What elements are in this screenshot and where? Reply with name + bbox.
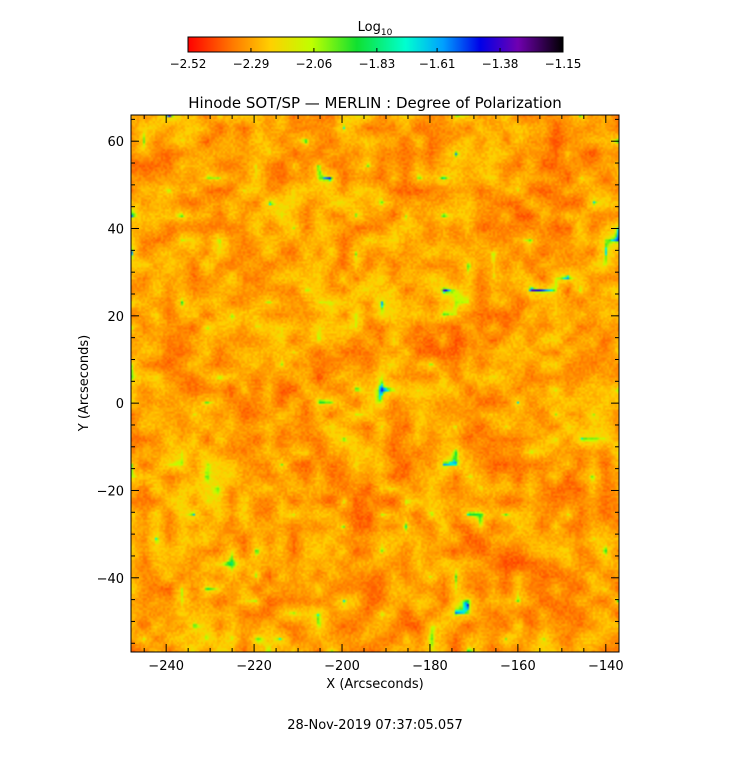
colorbar-label: Log10 xyxy=(358,20,393,38)
colorbar-tick-label: −2.06 xyxy=(296,57,333,71)
x-axis: −240 −220 −200 −180 −160 −140 xyxy=(143,115,624,674)
colorbar-tick-label: −2.29 xyxy=(233,57,270,71)
y-tick-label: −20 xyxy=(97,484,124,499)
colorbar-tick-label: −1.61 xyxy=(419,57,456,71)
x-tick-label: −200 xyxy=(324,659,360,674)
y-tick-label: −40 xyxy=(97,572,124,587)
y-tick-label: 0 xyxy=(116,397,124,412)
x-axis-label: X (Arcseconds) xyxy=(326,677,423,692)
y-tick-label: 40 xyxy=(107,223,124,238)
colorbar-frame xyxy=(187,36,564,53)
y-tick-label: 60 xyxy=(107,135,124,150)
x-tick-label: −220 xyxy=(236,659,272,674)
x-tick-label: −180 xyxy=(412,659,448,674)
colorbar xyxy=(188,37,563,52)
plot-frame xyxy=(130,114,620,653)
colorbar-tick-label: −1.15 xyxy=(545,57,582,71)
y-axis: −40 −20 0 20 40 60 xyxy=(97,118,619,644)
colorbar-tick-label: −2.52 xyxy=(170,57,207,71)
y-tick-label: 20 xyxy=(107,310,124,325)
colorbar-tick-label: −1.38 xyxy=(482,57,519,71)
y-axis-label: Y (Arcseconds) xyxy=(77,335,92,432)
colorbar-tick-label: −1.83 xyxy=(358,57,395,71)
timestamp: 28-Nov-2019 07:37:05.057 xyxy=(287,718,463,733)
x-tick-label: −240 xyxy=(148,659,184,674)
chart-title: Hinode SOT/SP — MERLIN : Degree of Polar… xyxy=(188,94,562,112)
heatmap-image xyxy=(131,115,619,652)
x-tick-label: −160 xyxy=(500,659,536,674)
colorbar-ticks: −2.52 −2.29 −2.06 −1.83 −1.61 −1.38 −1.15 xyxy=(170,48,582,71)
x-tick-label: −140 xyxy=(588,659,624,674)
